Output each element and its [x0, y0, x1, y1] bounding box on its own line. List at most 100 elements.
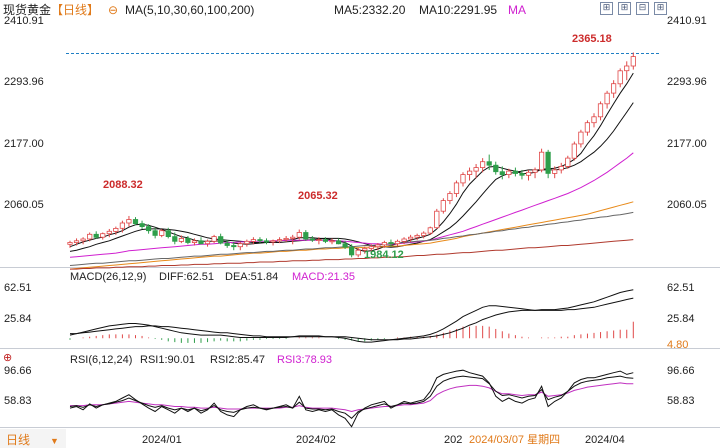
- x-axis: 日线 ▼ 2024/01 2024/02 202 2024/03/07 星期四 …: [0, 429, 625, 448]
- macd-label: MACD(26,12,9): [70, 271, 146, 283]
- rsi-2-value: RSI2:85.47: [210, 354, 265, 366]
- candle-up: [506, 170, 512, 176]
- macd-diff: DIFF:62.51: [159, 271, 214, 283]
- ma-params[interactable]: MA(5,10,30,60,100,200): [125, 3, 255, 17]
- candle-up: [479, 161, 486, 168]
- candle-up: [617, 70, 623, 85]
- candle-down: [185, 237, 191, 243]
- ma-line-ma200: [70, 239, 634, 270]
- candle-up: [290, 236, 296, 239]
- candle-down: [263, 240, 270, 243]
- instrument-title: 现货黄金: [3, 3, 52, 17]
- rsi-3-value: RSI3:78.93: [277, 354, 332, 366]
- rsi-panel: [69, 369, 634, 428]
- rsi-2-line: [69, 375, 634, 419]
- candle-down: [486, 161, 492, 166]
- candle-up: [624, 65, 630, 72]
- candle-up: [407, 236, 414, 240]
- rsi-label: RSI(6,12,24): [70, 354, 132, 366]
- candle-up: [113, 227, 119, 232]
- candle-up: [597, 103, 604, 118]
- candle-down: [224, 242, 230, 246]
- candle-up: [453, 182, 460, 194]
- price-tick-1-left: 2410.91: [4, 15, 44, 27]
- candle-down: [512, 170, 519, 174]
- candle-up: [604, 92, 610, 105]
- candle-down: [499, 171, 505, 176]
- candle-down: [257, 239, 263, 242]
- expand-icon[interactable]: ⊞: [654, 2, 667, 15]
- candle-down: [132, 219, 139, 224]
- candle-up: [87, 233, 93, 240]
- candle-up: [178, 237, 184, 242]
- ma10-value: MA10:2291.95: [419, 3, 498, 17]
- annotation-low: 1984.12: [364, 249, 404, 261]
- macd-tick-1: 62.51: [667, 282, 695, 294]
- candle-up: [414, 234, 420, 238]
- candle-up: [558, 165, 564, 171]
- candle-up: [611, 83, 617, 94]
- candle-up: [80, 238, 86, 242]
- candle-up: [67, 242, 73, 245]
- candle-up: [565, 157, 571, 167]
- candle-up: [447, 193, 453, 201]
- candle-up: [591, 116, 597, 124]
- candle-up: [362, 247, 368, 251]
- price-tick-4-left: 2060.05: [4, 199, 44, 211]
- candle-up: [237, 243, 243, 248]
- macd-panel: [69, 289, 634, 343]
- candle-up: [119, 222, 125, 229]
- price-tick-2-left: 2293.96: [4, 76, 44, 88]
- candle-up: [584, 122, 591, 133]
- candle-up: [270, 240, 276, 243]
- macd-dea-line: [70, 297, 634, 341]
- candle-up: [460, 174, 466, 184]
- candle-down: [519, 173, 525, 176]
- date-tick-3: 202: [444, 434, 462, 446]
- candle-up: [630, 56, 636, 67]
- macd-tick-1-left: 62.51: [4, 282, 32, 294]
- candle-up: [159, 230, 165, 236]
- candle-up: [106, 230, 112, 235]
- candle-down: [218, 236, 224, 244]
- crosshair-date-box: [466, 430, 578, 447]
- candle-down: [145, 226, 152, 232]
- candle-up: [126, 219, 132, 224]
- rsi-tick-1: 96.66: [667, 365, 695, 377]
- candle-up: [296, 232, 302, 238]
- candle-up: [276, 239, 283, 242]
- candle-up: [244, 240, 250, 245]
- macd-tick-2: 25.84: [667, 313, 695, 325]
- date-tick-4: 2024/04: [585, 434, 625, 446]
- candle-up: [421, 232, 427, 236]
- candle-up: [578, 131, 584, 145]
- candle-up: [539, 151, 545, 171]
- rsi-1-line: [69, 369, 634, 428]
- ma-more: MA: [508, 3, 526, 17]
- candle-up: [211, 236, 217, 242]
- grid-icon[interactable]: ⊞: [618, 2, 631, 15]
- period-dropdown-icon[interactable]: ▼: [50, 436, 59, 446]
- macd-macd: MACD:21.35: [292, 271, 355, 283]
- settings-icon[interactable]: ⊖: [108, 3, 119, 17]
- candle-down: [93, 233, 99, 238]
- period-selector[interactable]: 日线: [6, 433, 30, 447]
- candle-up: [316, 239, 322, 242]
- price-tick-3: 2177.00: [667, 138, 707, 150]
- layout-icon[interactable]: ⊞: [600, 2, 613, 15]
- candle-up: [532, 169, 538, 173]
- macd-diff-line: [69, 289, 634, 343]
- candle-up: [473, 167, 479, 172]
- minimize-icon[interactable]: ⊟: [636, 2, 649, 15]
- macd-last-value: 4.80: [667, 339, 688, 351]
- candle-up: [100, 233, 106, 238]
- candle-up: [283, 237, 289, 240]
- rsi-3-line: [70, 382, 634, 413]
- period-tag[interactable]: 【日线】: [51, 3, 100, 17]
- price-tick-1: 2410.91: [667, 15, 707, 27]
- rsi-tick-2-left: 58.83: [4, 395, 32, 407]
- rsi-target-icon[interactable]: ⊕: [3, 352, 12, 364]
- candle-down: [172, 236, 178, 242]
- candle-up: [73, 240, 80, 244]
